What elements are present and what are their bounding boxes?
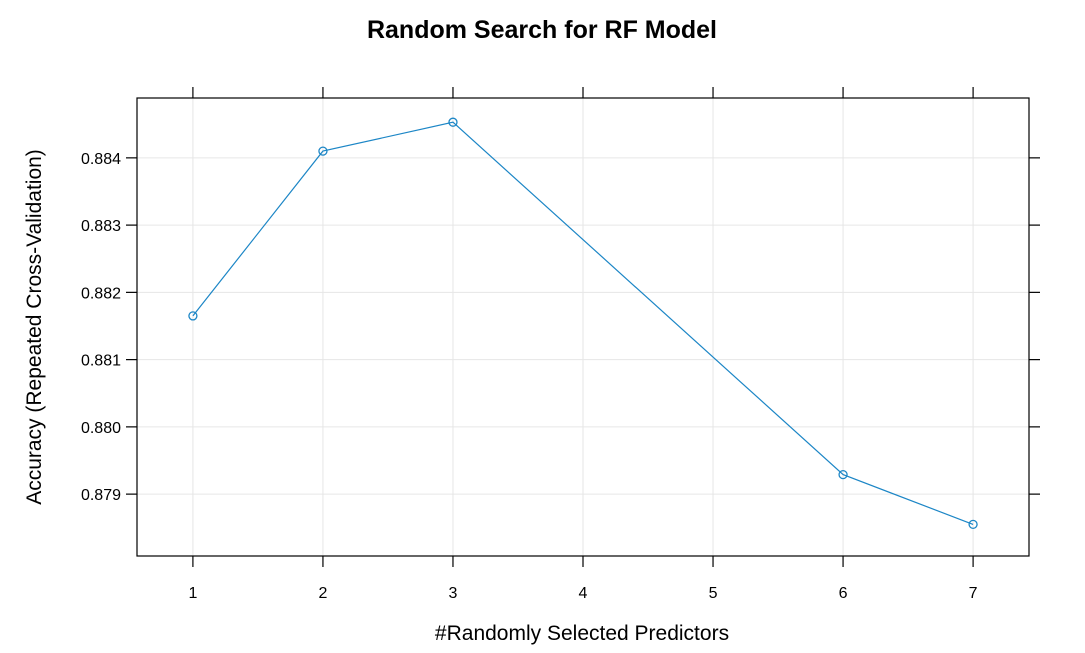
x-tick-label: 5 bbox=[709, 585, 718, 602]
y-tick-label: 0.882 bbox=[81, 285, 121, 302]
y-tick-label: 0.884 bbox=[81, 151, 121, 168]
y-axis-label: Accuracy (Repeated Cross-Validation) bbox=[23, 149, 46, 505]
chart-title: Random Search for RF Model bbox=[367, 16, 717, 44]
plot-frame bbox=[136, 97, 1030, 557]
tick-labels: 1 2 3 4 5 6 7 0.879 0.880 0.881 0.882 0.883 0.884 bbox=[81, 151, 978, 602]
data-point bbox=[448, 117, 458, 127]
x-tick-label: 4 bbox=[579, 585, 588, 602]
x-tick-label: 7 bbox=[969, 585, 978, 602]
x-axis-label: #Randomly Selected Predictors bbox=[435, 622, 729, 645]
series-line bbox=[192, 121, 974, 525]
y-tick-label: 0.881 bbox=[81, 353, 121, 370]
data-point bbox=[188, 311, 198, 321]
axis-ticks bbox=[126, 87, 1040, 567]
y-tick-label: 0.883 bbox=[81, 218, 121, 235]
y-tick-label: 0.879 bbox=[81, 487, 121, 504]
data-point bbox=[318, 146, 328, 156]
x-tick-label: 6 bbox=[839, 585, 848, 602]
y-tick-label: 0.880 bbox=[81, 420, 121, 437]
x-tick-label: 1 bbox=[188, 585, 197, 602]
x-tick-label: 3 bbox=[449, 585, 458, 602]
grid bbox=[137, 98, 1029, 556]
x-tick-label: 2 bbox=[318, 585, 327, 602]
data-series bbox=[188, 117, 978, 530]
data-point bbox=[838, 469, 848, 480]
data-point bbox=[968, 519, 978, 530]
